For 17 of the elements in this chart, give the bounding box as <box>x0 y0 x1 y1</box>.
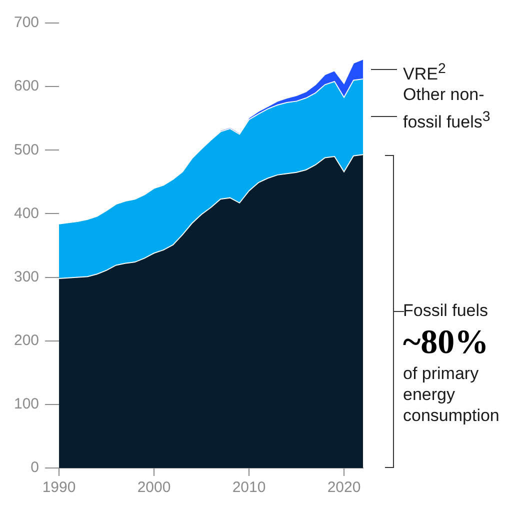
y-tick-label: 200 <box>14 332 40 349</box>
y-tick-label: 400 <box>14 204 40 222</box>
x-tick-label: 1990 <box>42 479 76 496</box>
y-tick-label: 100 <box>14 396 40 413</box>
y-tick-label: 600 <box>14 78 40 95</box>
text: Fossil fuels <box>403 300 490 322</box>
text: of primary energy consumption <box>403 363 500 426</box>
text: Other non-fossil fuels$^{3}$ <box>403 84 492 134</box>
y-tick-label: 0 <box>30 459 40 476</box>
x-tick-label: 2020 <box>327 479 361 496</box>
x-tick-label: 2000 <box>137 479 171 496</box>
text: VRE$^{2}$ <box>403 60 447 86</box>
x-tick-label: 2010 <box>232 479 266 496</box>
y-tick-label: 300 <box>14 268 40 286</box>
y-tick-label: 500 <box>14 141 40 158</box>
text: ~80% <box>403 323 490 364</box>
y-tick-label: 700 <box>14 14 40 32</box>
